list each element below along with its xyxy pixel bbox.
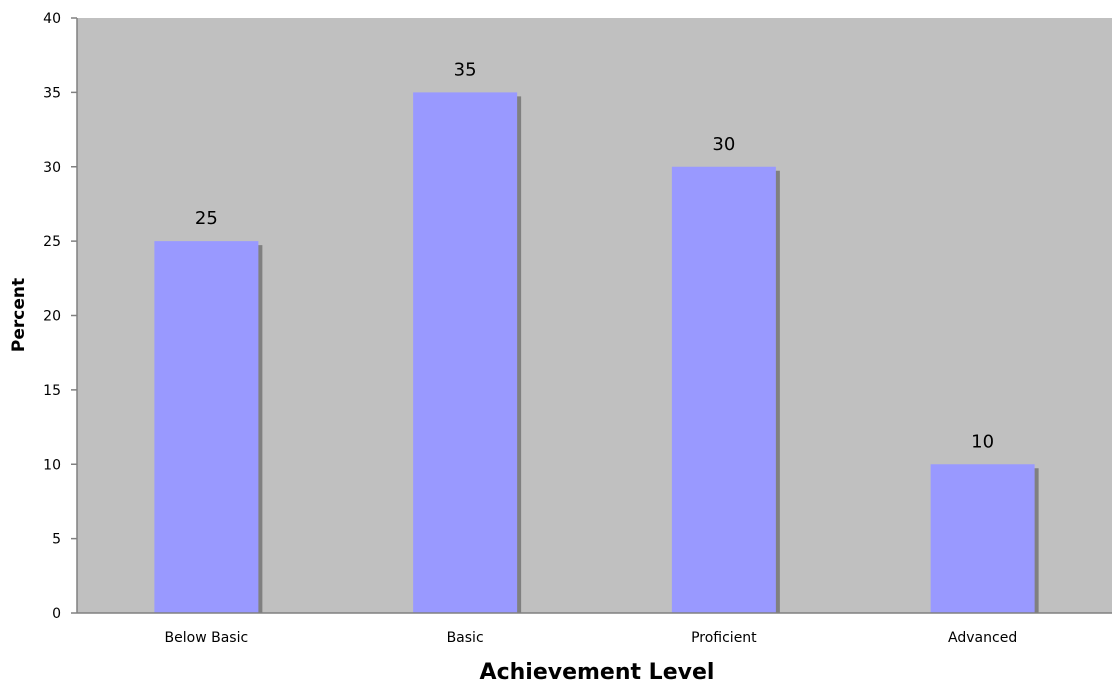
x-tick-label: Proficient	[691, 630, 757, 646]
y-tick-label: 10	[43, 457, 61, 473]
data-labels: 25 35 30 10	[195, 59, 994, 452]
y-tick-label: 25	[43, 234, 61, 250]
bar-below-basic	[154, 241, 259, 613]
y-axis-title: Percent	[9, 278, 29, 352]
data-label: 25	[195, 208, 218, 229]
y-tick-label: 30	[43, 160, 61, 176]
y-tick-label: 35	[43, 85, 61, 101]
bars	[154, 92, 1039, 613]
data-label: 30	[712, 134, 735, 155]
y-tick-label: 20	[43, 309, 61, 325]
x-tick-label: Advanced	[948, 630, 1017, 646]
y-tick-label: 0	[52, 606, 61, 622]
x-axis-title: Achievement Level	[480, 660, 715, 684]
bar-basic	[413, 92, 518, 613]
bar-advanced	[930, 464, 1035, 613]
x-tick-label: Basic	[447, 630, 484, 646]
bar-proficient	[671, 166, 776, 613]
data-label: 35	[454, 59, 477, 80]
y-tick-label: 40	[43, 11, 61, 27]
data-label: 10	[971, 431, 994, 452]
y-axis-ticks: 0 5 10 15 20 25 30 35 40	[43, 11, 77, 622]
x-tick-label: Below Basic	[165, 630, 249, 646]
y-tick-label: 15	[43, 383, 61, 399]
y-tick-label: 5	[52, 532, 61, 548]
x-axis-ticks: Below Basic Basic Proficient Advanced	[165, 630, 1018, 646]
